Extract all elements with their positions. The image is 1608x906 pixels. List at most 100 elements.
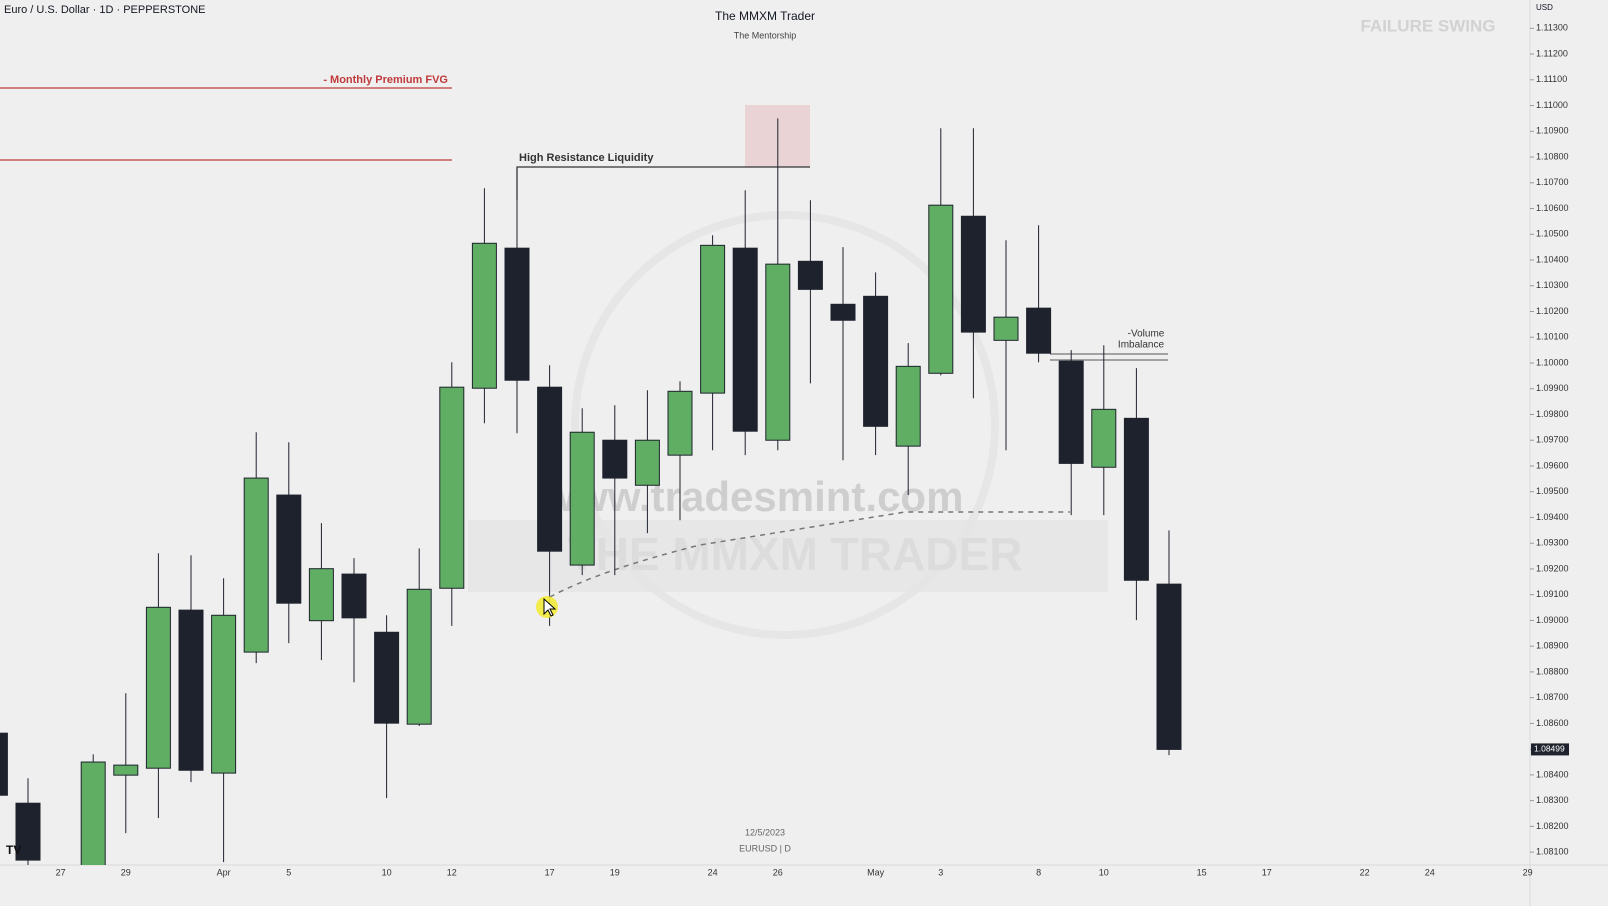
candle-body (830, 303, 856, 321)
x-tick-label: 15 (1197, 867, 1207, 877)
x-tick-label: 17 (545, 867, 555, 877)
candle-body (374, 631, 400, 724)
y-tick-label: 1.10400 (1536, 254, 1569, 264)
candle-body (15, 802, 41, 861)
candle-body (406, 588, 432, 725)
dashed-path (549, 511, 1070, 598)
y-tick-label: 1.11300 (1536, 23, 1568, 33)
x-tick-label: 17 (1262, 867, 1272, 877)
candle-body (537, 386, 563, 552)
y-tick-label: 1.10500 (1536, 229, 1569, 239)
last-price-box (1531, 743, 1569, 756)
candle-body (1026, 307, 1052, 354)
candle-body (634, 439, 660, 486)
y-tick-label: 1.08700 (1536, 692, 1569, 702)
candle-body (113, 764, 139, 776)
y-tick-label: 1.08800 (1536, 666, 1569, 676)
logo: TV (6, 843, 21, 857)
candle-body (700, 244, 726, 394)
candle-body (276, 494, 302, 604)
y-tick-label: 1.10100 (1536, 332, 1569, 342)
y-tick-label: 1.08100 (1536, 847, 1569, 857)
x-tick-label: 10 (1099, 867, 1109, 877)
candle-body (80, 761, 106, 865)
y-tick-label: 1.09300 (1536, 538, 1569, 548)
candles (0, 118, 1182, 865)
candle-body (569, 431, 595, 566)
candle-body (1058, 360, 1084, 464)
candle-body (243, 477, 269, 653)
x-tick-label: 22 (1360, 867, 1370, 877)
candle-body (439, 386, 465, 589)
x-tick-label: 24 (708, 867, 718, 877)
candle-body (863, 295, 889, 427)
last-price-label: 1.08499 (1534, 744, 1565, 754)
candle-body (211, 614, 237, 774)
candle-body (0, 732, 8, 796)
y-tick-label: 1.09000 (1536, 615, 1569, 625)
y-tick-label: 1.09400 (1536, 512, 1569, 522)
candle-body (178, 609, 204, 771)
y-tick-label: 1.09200 (1536, 563, 1569, 573)
candle-body (341, 573, 367, 619)
subtitle: The Mentorship (734, 30, 797, 40)
x-tick-label: 8 (1036, 867, 1041, 877)
candle-body (308, 568, 334, 622)
candle-body (1091, 408, 1117, 468)
y-tick-label: 1.09500 (1536, 486, 1569, 496)
x-tick-label: 29 (121, 867, 131, 877)
x-tick-label: 26 (773, 867, 783, 877)
symbol: Euro / U.S. Dollar · 1D · PEPPERSTONE (4, 4, 206, 16)
candle-body (1123, 417, 1149, 581)
candle-body (797, 260, 823, 290)
y-tick-label: 1.11000 (1536, 100, 1568, 110)
y-tick-label: 1.10700 (1536, 177, 1569, 187)
x-tick-label: Apr (217, 867, 231, 877)
y-tick-label: 1.10900 (1536, 126, 1569, 136)
candle-body (928, 204, 954, 374)
y-tick-label: 1.11200 (1536, 48, 1568, 58)
y-tick-label: 1.08900 (1536, 641, 1569, 651)
y-tick-label: 1.10000 (1536, 357, 1569, 367)
y-tick-label: 1.11100 (1536, 74, 1567, 84)
y-tick-label: 1.08600 (1536, 718, 1569, 728)
candle-body (504, 247, 530, 381)
x-tick-label: 5 (286, 867, 291, 877)
y-tick-label: 1.10600 (1536, 203, 1569, 213)
watermark: www.tradesmint.com (542, 473, 964, 520)
candle-body (145, 606, 171, 769)
candle-body (1156, 583, 1182, 750)
candle-body (602, 439, 628, 479)
x-tick-label: May (867, 867, 885, 877)
cursor (543, 597, 557, 617)
candle-body (960, 215, 986, 333)
annotation: High Resistance Liquidity (519, 152, 654, 164)
candle-body (765, 263, 791, 441)
footer-date: 12/5/2023 (745, 827, 785, 837)
y-tick-label: 1.09800 (1536, 409, 1569, 419)
candle-body (732, 247, 758, 432)
y-tick-label: 1.09600 (1536, 460, 1569, 470)
currency: USD (1536, 3, 1553, 12)
candle-body (895, 365, 921, 447)
y-tick-label: 1.10800 (1536, 151, 1569, 161)
y-tick-label: 1.09700 (1536, 435, 1569, 445)
x-tick-label: 27 (56, 867, 66, 877)
y-tick-label: 1.08300 (1536, 795, 1569, 805)
badge: FAILURE SWING (1360, 16, 1495, 35)
y-tick-label: 1.09100 (1536, 589, 1569, 599)
y-tick-label: 1.10200 (1536, 306, 1569, 316)
y-tick-label: 1.09900 (1536, 383, 1569, 393)
y-tick-label: 1.10300 (1536, 280, 1569, 290)
x-tick-label: 12 (447, 867, 457, 877)
x-tick-label: 24 (1425, 867, 1435, 877)
annotation: -Volume (1128, 329, 1165, 340)
y-tick-label: 1.08400 (1536, 769, 1569, 779)
annotation: - Monthly Premium FVG (323, 74, 448, 86)
x-tick-label: 3 (938, 867, 943, 877)
title: The MMXM Trader (715, 9, 815, 23)
watermark-logo (571, 211, 999, 639)
y-tick-label: 1.08200 (1536, 821, 1569, 831)
x-tick-label: 29 (1523, 867, 1533, 877)
